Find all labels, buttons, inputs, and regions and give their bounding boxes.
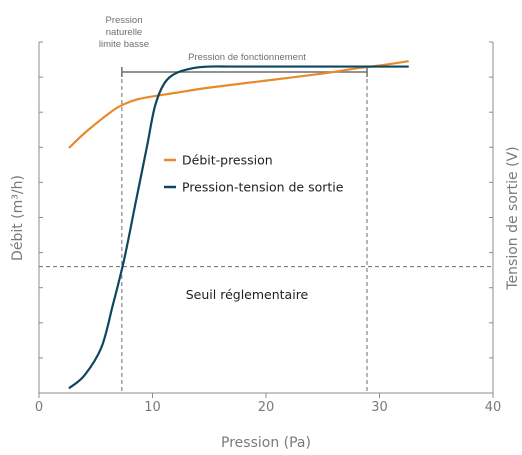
y-axis-title-left: Débit (m³/h) — [10, 175, 26, 261]
x-tick-label: 40 — [485, 400, 502, 415]
legend: Débit-pression Pression-tension de sorti… — [164, 153, 344, 195]
y-axis-title-right: Tension de sortie (V) — [505, 146, 521, 290]
low-pressure-label-line3: limite basse — [99, 39, 149, 50]
x-tick-label: 20 — [258, 400, 275, 415]
reference-lines — [39, 67, 493, 393]
series-line-0 — [68, 60, 409, 149]
x-tick-label: 0 — [35, 400, 43, 415]
series-line-1 — [68, 65, 409, 389]
legend-label-debit-pression: Débit-pression — [182, 153, 273, 168]
operating-range-label: Pression de fonctionnement — [188, 52, 306, 63]
y-ticks — [39, 41, 493, 394]
legend-label-pression-tension: Pression-tension de sortie — [182, 180, 344, 195]
x-tick-label: 30 — [371, 400, 388, 415]
axes: 0 10 20 30 40 — [35, 41, 501, 415]
annotations: Pression naturelle limite basse Pression… — [99, 15, 309, 302]
x-tick-label: 10 — [144, 400, 161, 415]
series — [68, 60, 409, 389]
x-axis-title: Pression (Pa) — [221, 435, 311, 451]
low-pressure-label-line2: naturelle — [106, 27, 142, 38]
low-pressure-label-line1: Pression — [106, 15, 143, 26]
x-ticks: 0 10 20 30 40 — [35, 393, 501, 415]
threshold-label: Seuil réglementaire — [186, 287, 309, 302]
